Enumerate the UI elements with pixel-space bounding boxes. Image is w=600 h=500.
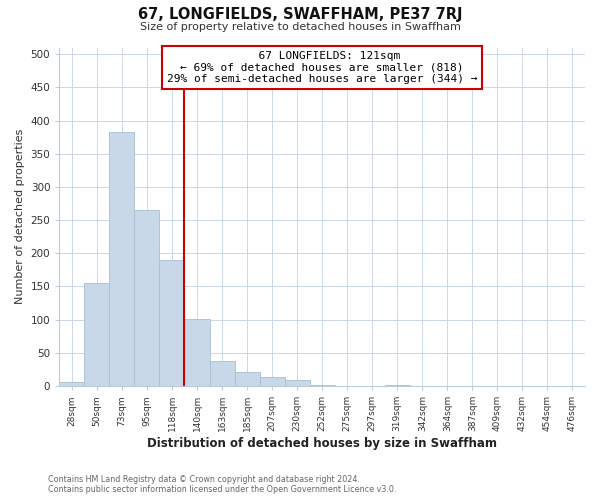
- Y-axis label: Number of detached properties: Number of detached properties: [15, 129, 25, 304]
- Bar: [284, 380, 310, 386]
- Bar: [59, 382, 85, 386]
- Bar: [385, 384, 410, 386]
- Bar: [260, 378, 284, 386]
- Text: 67, LONGFIELDS, SWAFFHAM, PE37 7RJ: 67, LONGFIELDS, SWAFFHAM, PE37 7RJ: [138, 8, 462, 22]
- Bar: [109, 132, 134, 386]
- Text: 67 LONGFIELDS: 121sqm
← 69% of detached houses are smaller (818)
29% of semi-det: 67 LONGFIELDS: 121sqm ← 69% of detached …: [167, 51, 478, 84]
- Bar: [184, 319, 209, 386]
- Text: Contains HM Land Registry data © Crown copyright and database right 2024.
Contai: Contains HM Land Registry data © Crown c…: [48, 474, 397, 494]
- X-axis label: Distribution of detached houses by size in Swaffham: Distribution of detached houses by size …: [147, 437, 497, 450]
- Bar: [134, 210, 160, 386]
- Bar: [209, 362, 235, 386]
- Bar: [235, 372, 260, 386]
- Bar: [160, 260, 184, 386]
- Text: Size of property relative to detached houses in Swaffham: Size of property relative to detached ho…: [140, 22, 460, 32]
- Bar: [85, 283, 109, 386]
